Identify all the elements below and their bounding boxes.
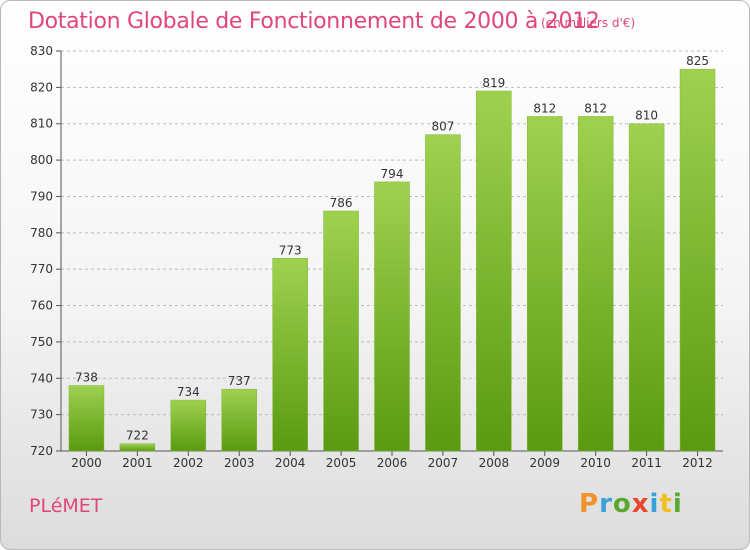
x-tick-label: 2002 <box>173 456 204 470</box>
logo-letter: t <box>659 489 673 519</box>
logo-letter: i <box>672 489 683 519</box>
y-tick-label: 760 <box>30 299 53 313</box>
y-tick-label: 790 <box>30 189 53 203</box>
logo-letter: i <box>649 489 660 519</box>
logo-letter: o <box>612 489 632 519</box>
y-tick-label: 830 <box>30 44 53 58</box>
value-label: 819 <box>482 76 505 90</box>
bar-2003 <box>221 388 257 452</box>
x-tick-label: 2010 <box>580 456 611 470</box>
y-tick-label: 780 <box>30 226 53 240</box>
x-tick-label: 2005 <box>326 456 357 470</box>
commune-name: PLéMET <box>29 495 103 517</box>
logo-letter: P <box>579 489 600 519</box>
bar-2000 <box>68 385 105 452</box>
value-label: 738 <box>75 371 98 385</box>
x-tick-label: 2012 <box>682 456 713 470</box>
bar-2012 <box>679 68 716 452</box>
value-label: 734 <box>177 385 200 399</box>
value-label: 812 <box>584 101 607 115</box>
y-tick-label: 810 <box>30 117 53 131</box>
x-tick-label: 2003 <box>224 456 255 470</box>
bar-2008 <box>476 90 512 452</box>
bar-2007 <box>425 134 461 452</box>
chart-title: Dotation Globale de Fonctionnement de 20… <box>28 9 600 34</box>
bar-2011 <box>628 123 665 452</box>
bar-2002 <box>170 399 207 452</box>
bar-2009 <box>527 116 563 452</box>
value-label: 786 <box>330 196 353 210</box>
value-label: 794 <box>381 167 404 181</box>
y-tick-label: 730 <box>30 408 53 422</box>
x-tick-label: 2011 <box>631 456 662 470</box>
x-tick-label: 2008 <box>479 456 510 470</box>
bars <box>68 68 716 452</box>
value-label: 807 <box>431 120 454 134</box>
bar-2010 <box>577 116 614 452</box>
value-label: 825 <box>686 54 709 68</box>
x-tick-label: 2001 <box>122 456 153 470</box>
proxiti-logo: Proxiti <box>579 489 683 519</box>
labels: 738 2000 722 2001 734 2002 737 2003 773 2004 786 20… <box>71 54 713 470</box>
logo-letter: r <box>599 489 613 519</box>
value-label: 737 <box>228 374 251 388</box>
bar-2001 <box>119 443 156 452</box>
y-tick-label: 820 <box>30 80 53 94</box>
y-tick-label: 750 <box>30 335 53 349</box>
x-tick-label: 2004 <box>275 456 306 470</box>
x-tick-label: 2009 <box>529 456 560 470</box>
y-tick-label: 740 <box>30 371 53 385</box>
bar-2005 <box>323 210 359 452</box>
bar-2004 <box>272 258 308 452</box>
y-tick-label: 770 <box>30 262 53 276</box>
x-tick-label: 2007 <box>428 456 459 470</box>
logo-letter: x <box>631 489 650 519</box>
value-label: 722 <box>126 429 149 443</box>
bar-2006 <box>374 181 410 452</box>
chart-subtitle: (en milliers d'€) <box>541 16 636 30</box>
value-label: 773 <box>279 243 302 257</box>
y-tick-label: 720 <box>30 444 53 458</box>
value-label: 810 <box>635 109 658 123</box>
value-label: 812 <box>533 101 556 115</box>
x-tick-label: 2006 <box>377 456 408 470</box>
x-tick-label: 2000 <box>71 456 102 470</box>
y-tick-label: 800 <box>30 153 53 167</box>
